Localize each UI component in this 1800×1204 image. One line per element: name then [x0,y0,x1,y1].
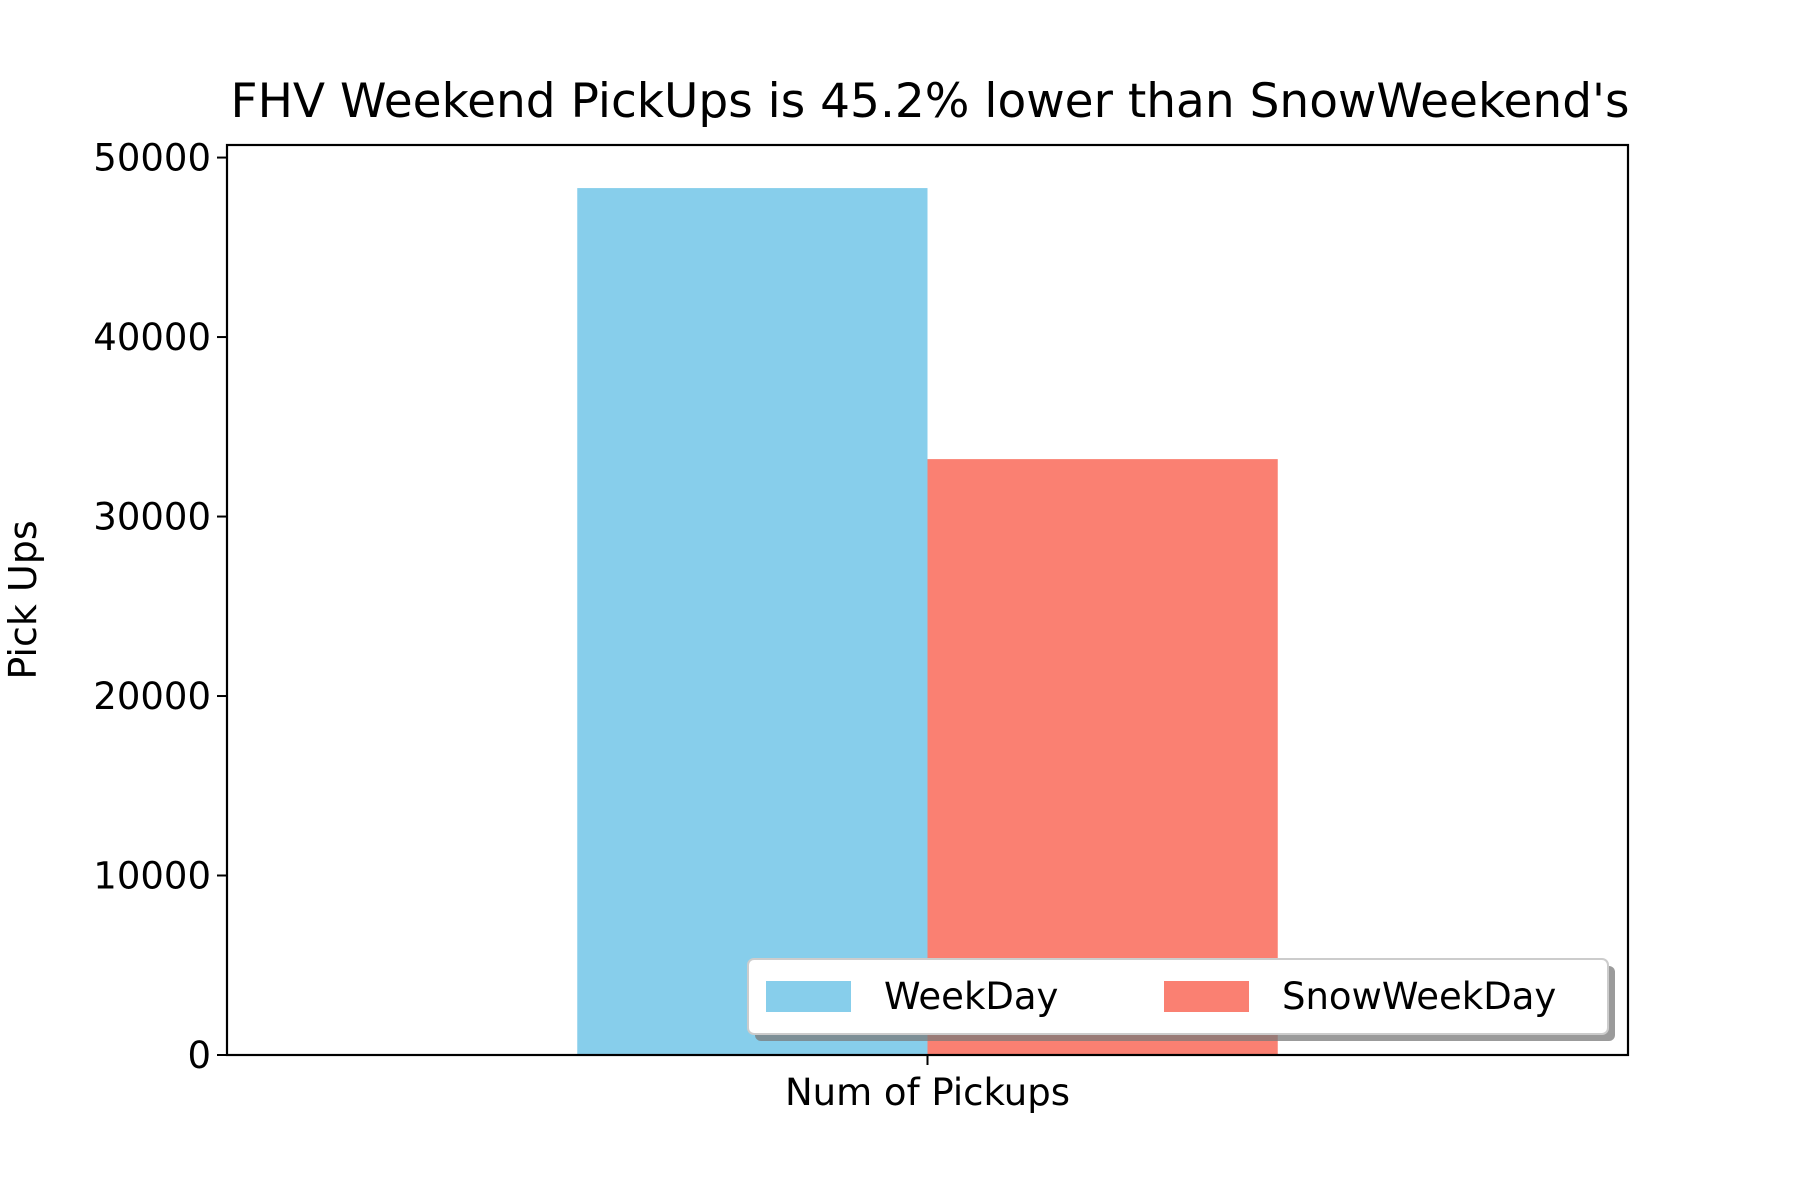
y-tick-label: 10000 [93,855,211,898]
y-tick-label: 50000 [93,137,211,180]
legend-swatch-snowweekday [1164,981,1249,1012]
y-tick-label: 20000 [93,675,211,718]
y-tick-label: 0 [187,1034,211,1077]
bar-snowweekday [927,459,1278,1056]
y-tick-label: 30000 [93,496,211,539]
bar-weekday [577,188,928,1056]
x-tick-label: Num of Pickups [785,1071,1070,1114]
bars-layer [577,188,1278,1056]
legend: WeekDay SnowWeekDay [747,958,1615,1041]
y-axis-label: Pick Ups [1,520,45,679]
legend-swatch-weekday [766,981,851,1012]
legend-label-snowweekday: SnowWeekDay [1282,975,1556,1018]
axes-layer: 0 10000 20000 30000 40000 50000 Num of Pickups [93,137,1630,1114]
chart-title: FHV Weekend PickUps is 45.2% lower than … [231,74,1630,129]
legend-label-weekday: WeekDay [884,975,1058,1018]
y-tick-label: 40000 [93,316,211,359]
